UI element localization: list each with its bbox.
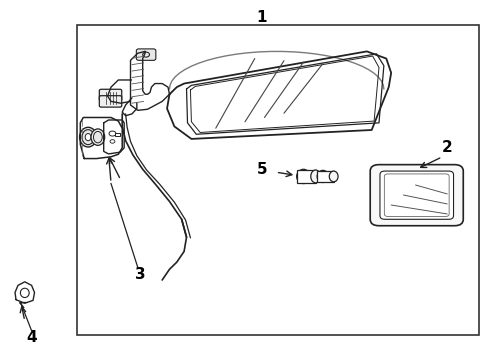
Ellipse shape xyxy=(79,127,97,147)
Ellipse shape xyxy=(329,171,338,182)
Ellipse shape xyxy=(311,170,320,183)
FancyBboxPatch shape xyxy=(380,171,454,219)
FancyBboxPatch shape xyxy=(99,89,122,101)
Ellipse shape xyxy=(317,170,329,183)
Ellipse shape xyxy=(82,130,94,145)
Bar xyxy=(296,170,316,183)
Bar xyxy=(317,171,334,182)
Ellipse shape xyxy=(85,134,91,141)
Text: 3: 3 xyxy=(135,267,146,282)
Ellipse shape xyxy=(91,129,105,145)
Bar xyxy=(77,24,479,336)
FancyBboxPatch shape xyxy=(136,49,156,60)
Bar xyxy=(116,133,120,136)
FancyBboxPatch shape xyxy=(370,165,463,226)
FancyBboxPatch shape xyxy=(384,174,449,216)
Text: 4: 4 xyxy=(26,330,37,345)
Ellipse shape xyxy=(21,288,29,297)
FancyBboxPatch shape xyxy=(99,96,122,107)
Ellipse shape xyxy=(296,169,310,184)
Text: 5: 5 xyxy=(257,162,268,177)
Ellipse shape xyxy=(94,131,102,143)
Text: 2: 2 xyxy=(442,140,453,156)
Text: 1: 1 xyxy=(257,10,268,25)
